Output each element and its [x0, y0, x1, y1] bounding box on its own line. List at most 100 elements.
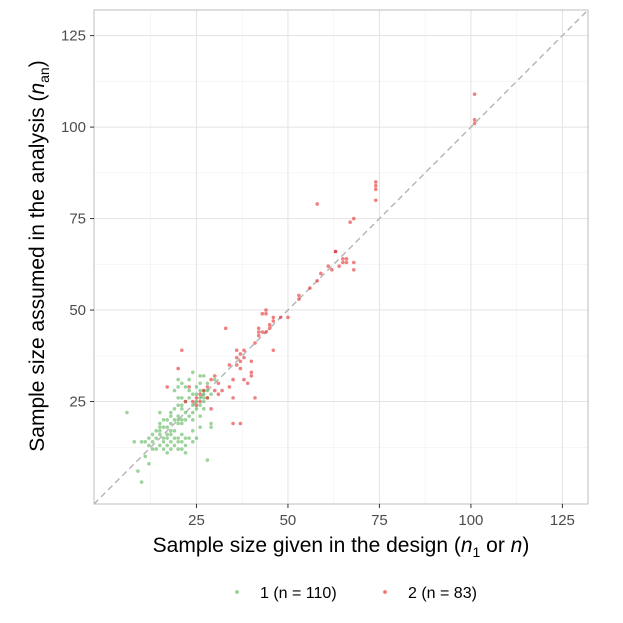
data-point-series-1	[209, 425, 213, 429]
minor-grid	[94, 10, 588, 504]
data-point-series-1	[201, 396, 206, 400]
data-point-series-1	[194, 385, 199, 389]
y-tick-label: 75	[69, 211, 86, 228]
data-point-series-2	[234, 363, 239, 367]
data-point-series-2	[238, 421, 243, 426]
data-point-series-1	[169, 447, 173, 451]
data-point-series-2	[194, 396, 199, 400]
data-point-series-2	[319, 271, 323, 276]
data-point-series-2	[373, 183, 378, 188]
data-point-series-1	[172, 429, 177, 433]
data-point-series-1	[187, 414, 191, 418]
data-point-series-1	[165, 425, 169, 429]
data-point-series-2	[242, 348, 246, 353]
data-point-series-1	[187, 377, 191, 382]
data-point-series-1	[180, 439, 184, 444]
data-point-series-2	[267, 322, 272, 327]
data-point-series-1	[201, 374, 206, 378]
data-point-series-2	[373, 198, 378, 203]
data-point-series-2	[249, 359, 254, 364]
data-point-series-2	[227, 363, 232, 367]
data-point-series-1	[147, 443, 151, 448]
data-point-series-1	[194, 399, 199, 404]
data-point-series-1	[176, 385, 180, 389]
data-point-series-2	[249, 370, 254, 375]
data-point-series-1	[191, 370, 195, 375]
data-point-series-2	[194, 403, 199, 408]
data-point-series-2	[234, 348, 239, 353]
data-point-series-1	[150, 432, 155, 437]
data-point-series-2	[260, 311, 265, 316]
data-point-series-2	[315, 202, 320, 206]
data-point-series-2	[180, 348, 184, 353]
data-point-series-1	[125, 410, 129, 415]
data-point-series-1	[136, 469, 140, 473]
data-point-series-1	[161, 418, 166, 422]
data-point-series-1	[180, 396, 184, 400]
data-point-series-1	[165, 443, 169, 448]
data-point-series-1	[198, 396, 202, 400]
data-point-series-2	[201, 388, 206, 393]
data-point-series-1	[169, 439, 173, 444]
x-axis-title: Sample size given in the design (n1 or n…	[153, 534, 530, 560]
data-point-series-1	[147, 436, 151, 440]
data-point-series-2	[373, 180, 378, 184]
data-point-series-1	[176, 377, 180, 382]
data-point-series-1	[180, 432, 184, 437]
data-point-series-1	[165, 432, 169, 437]
data-point-series-2	[264, 330, 268, 334]
data-point-series-2	[176, 366, 180, 371]
data-point-series-2	[472, 92, 477, 96]
data-point-series-1	[180, 381, 184, 386]
data-point-series-1	[161, 436, 166, 440]
data-point-series-1	[172, 443, 177, 448]
data-point-series-1	[191, 403, 195, 408]
data-point-series-1	[158, 429, 162, 433]
data-point-series-1	[176, 447, 180, 451]
data-point-series-2	[238, 359, 243, 364]
data-point-series-1	[158, 425, 162, 429]
data-point-series-1	[201, 399, 206, 404]
data-point-series-2	[216, 381, 221, 386]
data-point-series-1	[191, 429, 195, 433]
legend: 1 (n = 110) 2 (n = 83)	[235, 585, 477, 602]
data-point-series-1	[169, 421, 173, 426]
panel-border	[93, 9, 589, 505]
data-point-series-2	[297, 297, 301, 301]
data-point-series-2	[234, 355, 239, 360]
data-point-series-1	[176, 396, 180, 400]
data-point-series-1	[198, 388, 202, 393]
data-point-series-1	[158, 421, 162, 426]
data-point-series-2	[212, 388, 217, 393]
data-point-series-2	[256, 326, 261, 331]
data-point-series-1	[176, 403, 180, 408]
data-point-series-1	[176, 421, 180, 426]
data-point-series-1	[154, 436, 159, 440]
data-point-series-1	[198, 374, 202, 378]
data-point-series-2	[344, 257, 349, 261]
data-point-series-2	[256, 330, 261, 334]
data-point-series-2	[198, 399, 202, 404]
data-point-series-1	[205, 458, 210, 462]
data-point-series-1	[212, 377, 217, 382]
data-points	[125, 92, 477, 484]
data-point-series-2	[286, 315, 290, 320]
x-axis-ticks: 25 50 75 100 125	[188, 504, 575, 529]
data-point-series-2	[297, 293, 301, 298]
data-point-series-1	[183, 385, 188, 389]
identity-reference-line	[93, 9, 589, 505]
data-point-series-1	[176, 439, 180, 444]
x-tick-label: 125	[550, 512, 575, 529]
data-point-series-1	[143, 454, 148, 459]
data-point-series-1	[180, 418, 184, 422]
data-point-series-1	[165, 436, 169, 440]
data-point-series-2	[165, 385, 169, 389]
data-point-series-1	[139, 480, 144, 484]
legend-label-series-2: 2 (n = 83)	[408, 585, 477, 602]
data-point-series-1	[180, 421, 184, 426]
data-point-series-1	[205, 388, 210, 393]
data-point-series-2	[333, 249, 338, 254]
data-point-series-2	[472, 121, 477, 126]
data-point-series-1	[191, 439, 195, 444]
y-tick-label: 25	[69, 394, 86, 411]
